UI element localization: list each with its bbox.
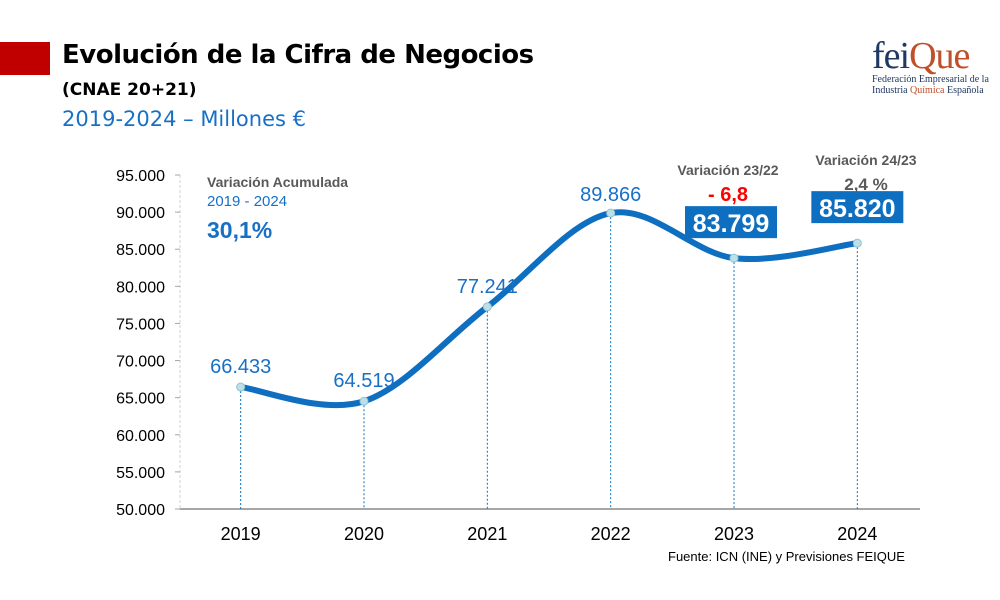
y-tick-label: 55.000 [116,465,165,482]
data-label-box [685,206,777,239]
red-accent-block [0,42,50,75]
y-tick-label: 50.000 [116,502,165,519]
y-tick-label: 60.000 [116,428,165,445]
chart-title: Evolución de la Cifra de Negocios [62,40,534,70]
cumulative-label: Variación Acumulada [207,174,348,190]
cumulative-value: 30,1% [207,217,272,243]
data-label: 64.519 [333,370,394,392]
feique-logo: feiQue Federación Empresarial de la Indu… [872,35,989,96]
x-tick-label: 2020 [344,524,384,544]
y-tick-label: 75.000 [116,316,165,333]
chart-period: 2019-2024 – Millones € [62,107,306,131]
x-tick-label: 2021 [467,524,507,544]
y-tick-label: 90.000 [116,205,165,222]
y-tick-label: 65.000 [116,391,165,408]
data-label: 66.433 [210,356,271,378]
data-point [729,253,739,263]
y-tick-label: 85.000 [116,242,165,259]
y-tick-label: 80.000 [116,279,165,296]
data-point [606,208,616,218]
data-label-box [811,191,904,224]
data-label: 83.799 [693,210,769,238]
data-label: 89.866 [580,184,641,206]
data-point [359,396,369,406]
chart-subtitle: (CNAE 20+21) [62,80,197,100]
x-tick-label: 2023 [714,524,754,544]
var-23-22-value: - 6,8 [708,184,748,206]
data-point [482,302,492,312]
series-line [237,209,861,408]
data-point [236,382,246,392]
data-label: 85.820 [819,195,895,223]
data-label: 77.241 [457,276,518,298]
x-tick-label: 2022 [591,524,631,544]
data-point [852,238,862,248]
cumulative-period: 2019 - 2024 [207,193,287,210]
y-tick-label: 70.000 [116,354,165,371]
y-tick-label: 95.000 [116,168,165,185]
var-23-22-label: Variación 23/22 [677,162,778,178]
source-note: Fuente: ICN (INE) y Previsiones FEIQUE [668,549,905,564]
var-24-23-label: Variación 24/23 [815,152,916,168]
x-tick-label: 2019 [221,524,261,544]
var-24-23-value: 2,4 % [844,175,887,194]
x-tick-label: 2024 [837,524,877,544]
